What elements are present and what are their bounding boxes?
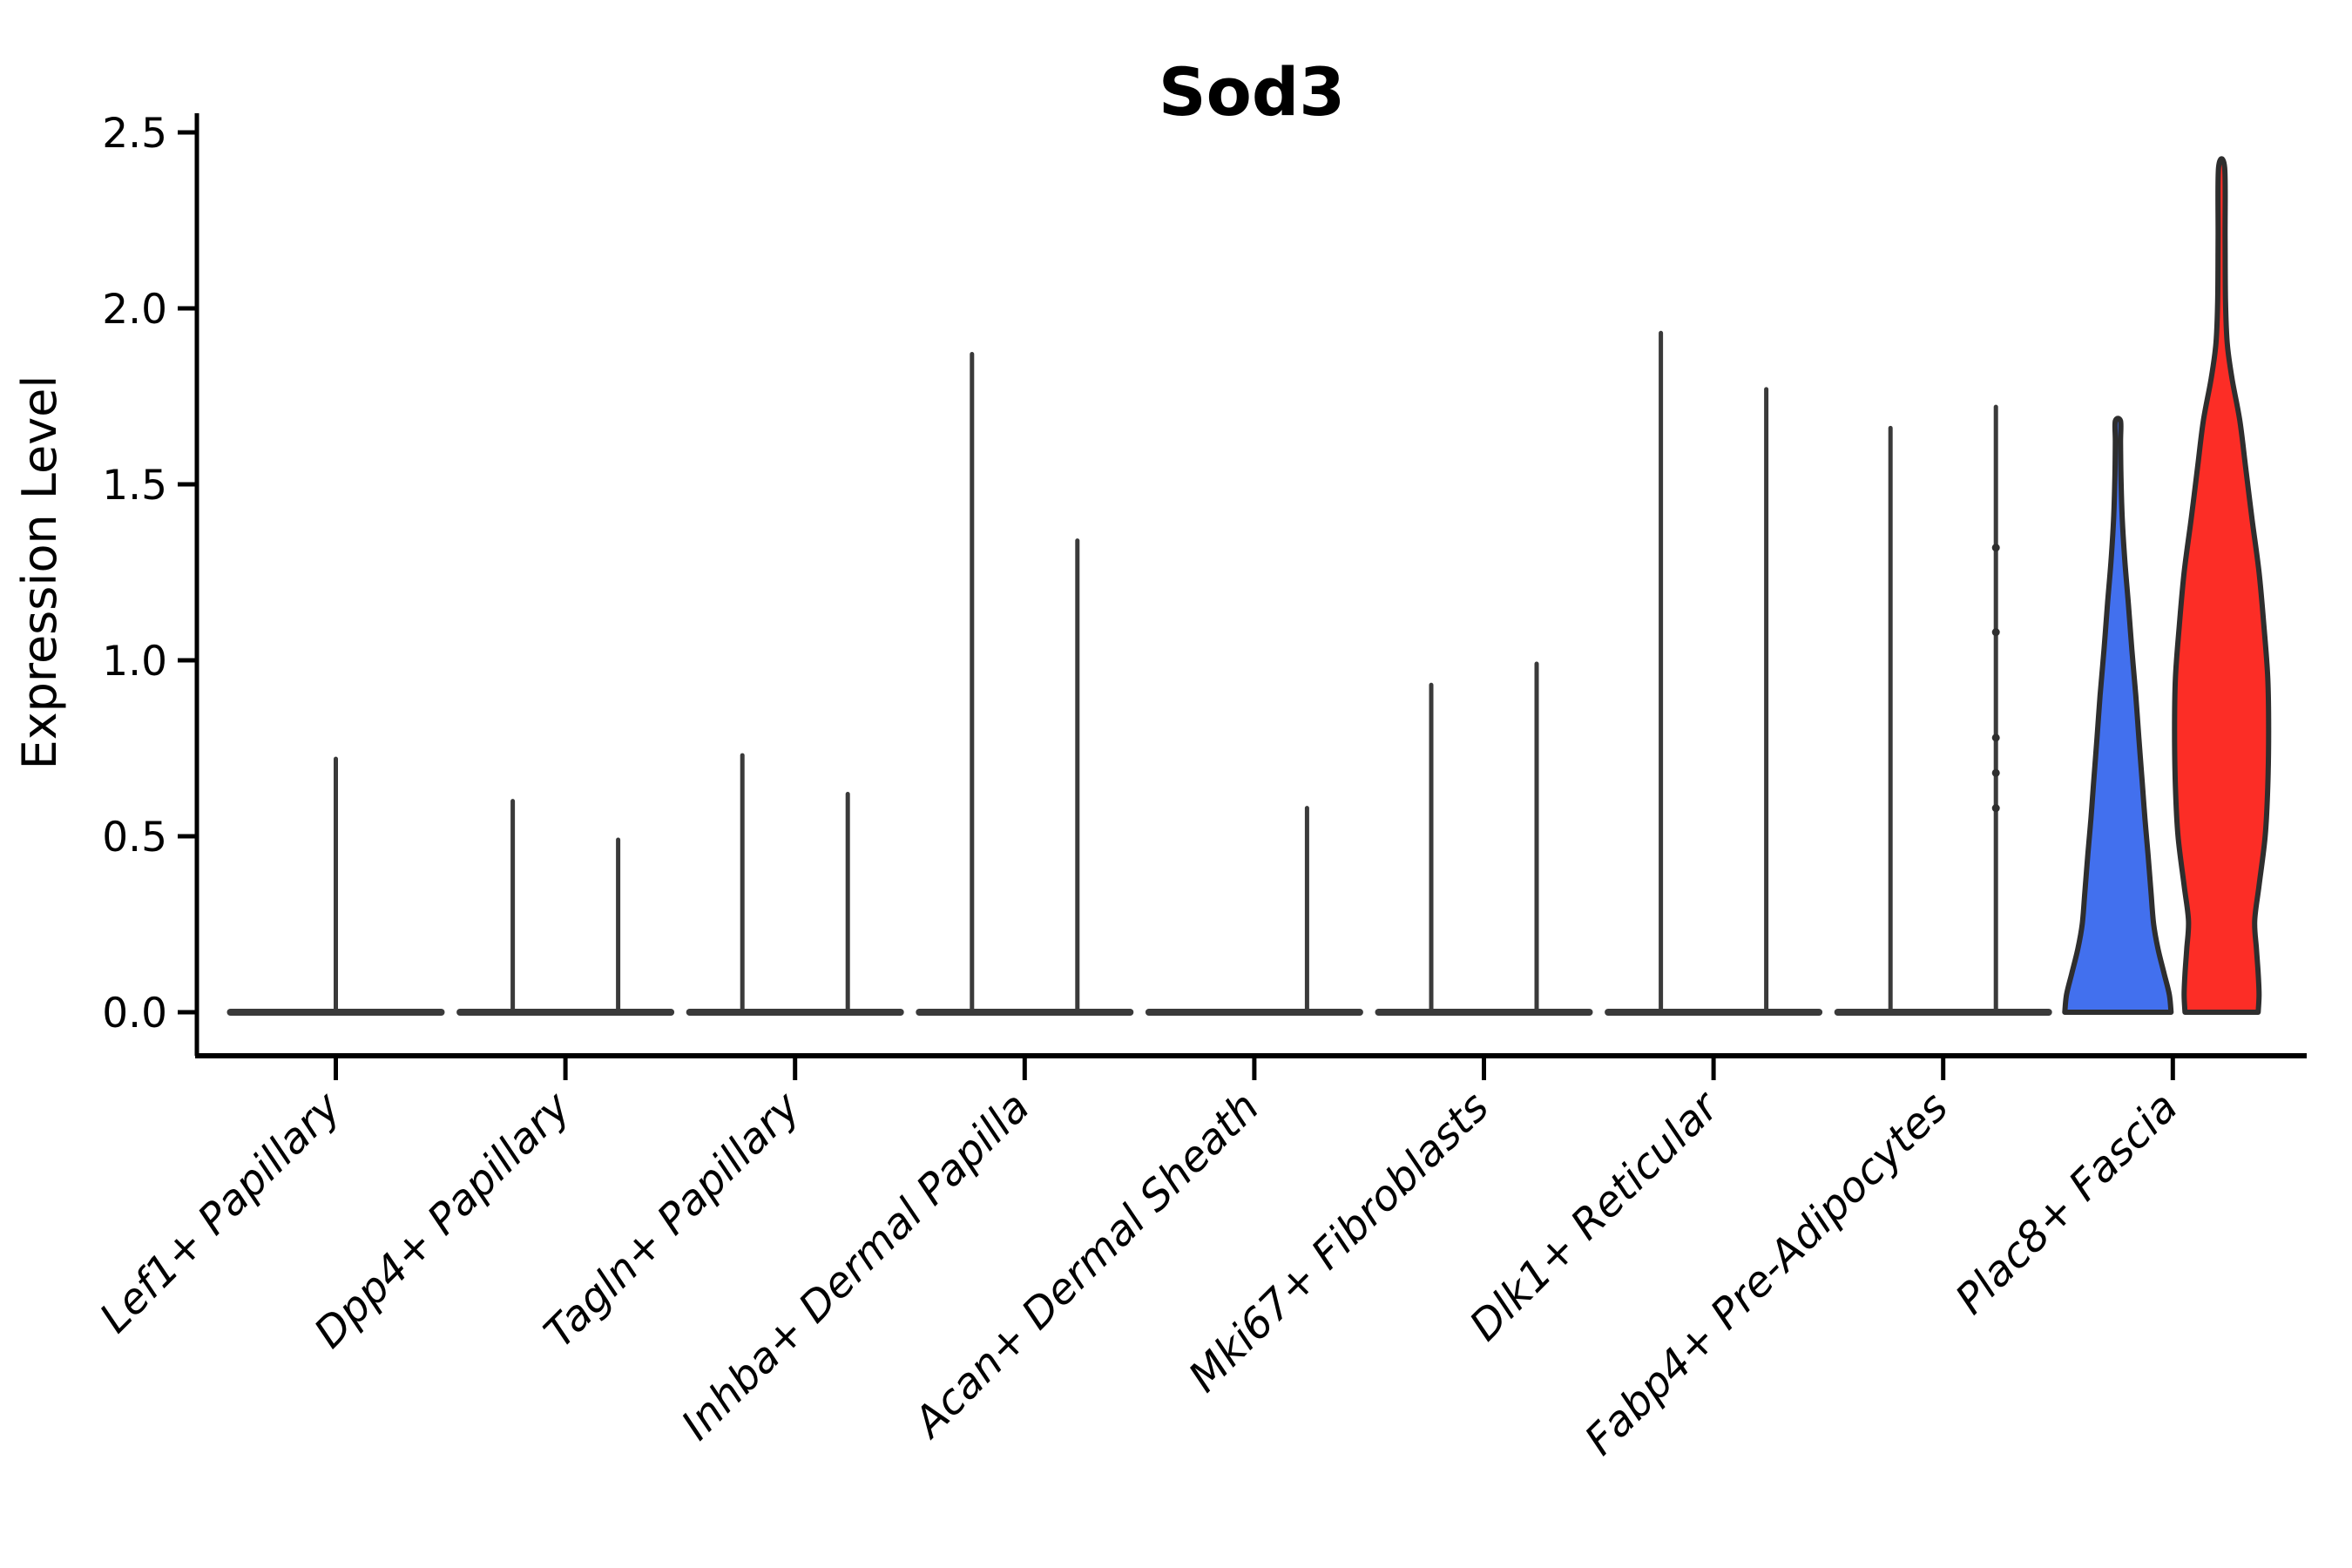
violin-blue [2062, 416, 2174, 1015]
cell-point [1991, 733, 2000, 742]
cell-point [1991, 804, 2000, 813]
cell-point [1991, 628, 2000, 637]
x-tick-label: Fabp4+ Pre-Adipocytes [1576, 1083, 1958, 1465]
y-tick-label: 2.0 [102, 286, 167, 334]
x-tick-label: Tagln+ Papillary [535, 1082, 810, 1357]
y-tick-label: 1.0 [102, 638, 167, 686]
chart-title: Sod3 [1159, 53, 1345, 131]
y-tick-label: 2.5 [102, 110, 167, 158]
x-tick-label: Dpp4+ Papillary [305, 1082, 580, 1357]
x-tick-label: Plac8+ Fascia [1946, 1083, 2187, 1324]
y-tick-label: 0.0 [102, 990, 167, 1037]
y-axis-ticks: 0.0 0.5 1.0 1.5 2.0 2.5 [102, 110, 197, 1037]
y-tick-label: 1.5 [102, 462, 167, 510]
x-tick-label: Lef1+ Papillary [91, 1082, 351, 1342]
y-tick-label: 0.5 [102, 814, 167, 862]
cell-point [1991, 544, 2000, 552]
axes [194, 113, 2307, 1058]
y-axis-label: Expression Level [12, 375, 67, 770]
violin-red [2172, 156, 2272, 1015]
cell-point [1991, 768, 2000, 777]
x-tick-label: Dlk1+ Reticular [1460, 1081, 1730, 1351]
violins [226, 156, 2272, 1016]
